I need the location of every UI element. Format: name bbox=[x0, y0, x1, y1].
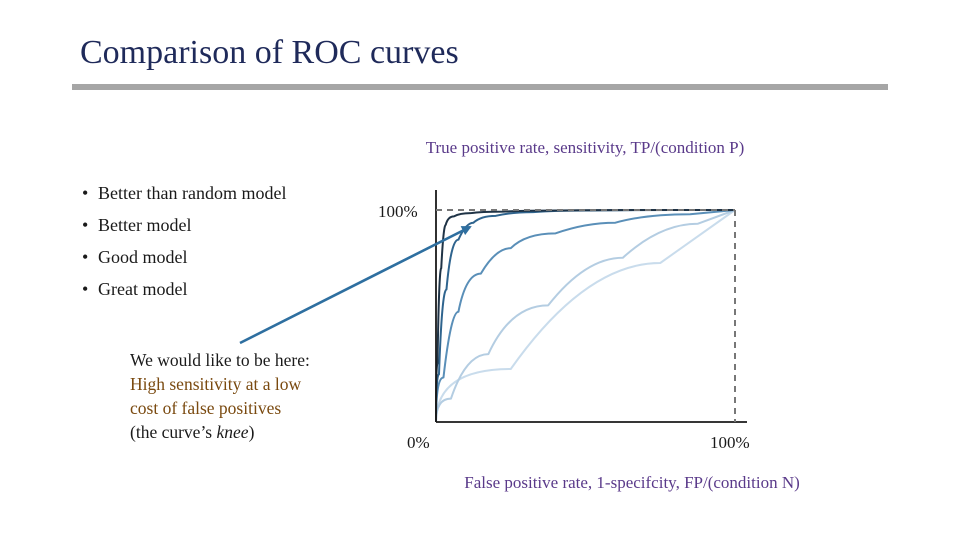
x-axis-label: False positive rate, 1-specifcity, FP/(c… bbox=[464, 473, 800, 492]
roc-curves bbox=[435, 209, 736, 423]
bullet-text: Better model bbox=[98, 215, 192, 235]
bullet-icon: • bbox=[82, 183, 89, 203]
note-suffix: ) bbox=[248, 422, 255, 442]
note-emphasis: knee bbox=[216, 422, 249, 442]
note-line: cost of false positives bbox=[130, 398, 282, 418]
bullet-item: • Good model bbox=[82, 244, 286, 276]
x-tick-label: 0% bbox=[407, 433, 430, 452]
title-divider bbox=[72, 84, 888, 90]
bullet-text: Good model bbox=[98, 247, 188, 267]
model-legend-list: • Better than random model • Better model … bbox=[82, 180, 286, 308]
roc-series-line-3 bbox=[435, 209, 736, 423]
bullet-text: Great model bbox=[98, 279, 188, 299]
bullet-item: • Great model bbox=[82, 276, 286, 308]
page-title: Comparison of ROC curves bbox=[80, 34, 459, 71]
note-line: We would like to be here: bbox=[130, 350, 310, 370]
knee-arrow bbox=[239, 225, 472, 345]
knee-annotation: We would like to be here: High sensitivi… bbox=[130, 348, 310, 444]
y-axis-label: True positive rate, sensitivity, TP/(con… bbox=[426, 138, 745, 157]
x-tick-label: 100% bbox=[710, 433, 750, 452]
bullet-item: • Better model bbox=[82, 212, 286, 244]
y-tick-label: 100% bbox=[378, 202, 418, 221]
roc-series-line-5 bbox=[435, 209, 735, 423]
note-line: (the curve’s knee) bbox=[130, 420, 310, 444]
bullet-icon: • bbox=[82, 279, 89, 299]
bullet-icon: • bbox=[82, 215, 89, 235]
bullet-text: Better than random model bbox=[98, 183, 287, 203]
note-line: High sensitivity at a low bbox=[130, 374, 302, 394]
roc-series-line-1 bbox=[435, 209, 736, 423]
roc-series-line-2 bbox=[435, 209, 736, 423]
bullet-icon: • bbox=[82, 247, 89, 267]
note-prefix: (the curve’s bbox=[130, 422, 217, 442]
bullet-item: • Better than random model bbox=[82, 180, 286, 212]
